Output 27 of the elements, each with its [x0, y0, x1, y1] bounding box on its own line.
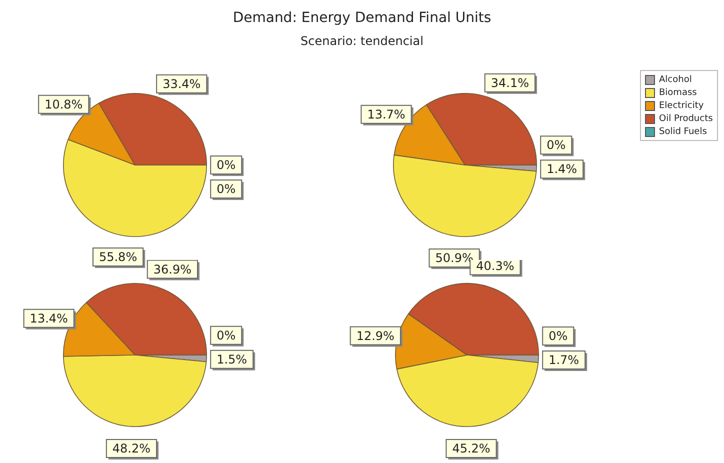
data-label: 13.7%: [367, 108, 406, 122]
data-label: 55.8%: [98, 250, 138, 264]
text: 0%: [548, 329, 568, 344]
data-label: 45.2%: [452, 442, 490, 456]
data-label: 10.8%: [44, 98, 83, 112]
text: 0%: [216, 328, 236, 343]
data-label: 13.4%: [30, 311, 68, 326]
legend-label: Solid Fuels: [658, 126, 708, 138]
legend-label: Oil Products: [658, 112, 713, 125]
data-label: 33.4%: [162, 76, 201, 91]
data-label: 48.2%: [112, 442, 151, 456]
data-label: 50.9%: [435, 251, 474, 266]
data-label: 12.9%: [356, 328, 394, 343]
chart-title: Demand: Energy Demand Final Units: [232, 10, 492, 26]
data-label: 1.4%: [546, 162, 578, 176]
legend-label: Alcohol: [658, 74, 693, 86]
text: 0%: [546, 138, 566, 152]
text: 0%: [216, 158, 236, 172]
data-label: 34.1%: [490, 76, 529, 90]
data-label: 1.7%: [548, 353, 580, 368]
chart-subtitle: Scenario: tendencial: [300, 34, 424, 48]
data-label: 40.3%: [476, 258, 514, 273]
data-label: 1.5%: [216, 352, 248, 367]
legend-label: Biomass: [658, 86, 698, 99]
text: 0%: [216, 182, 236, 196]
data-label: 36.9%: [153, 262, 192, 276]
legend-label: Electricity: [658, 100, 705, 112]
